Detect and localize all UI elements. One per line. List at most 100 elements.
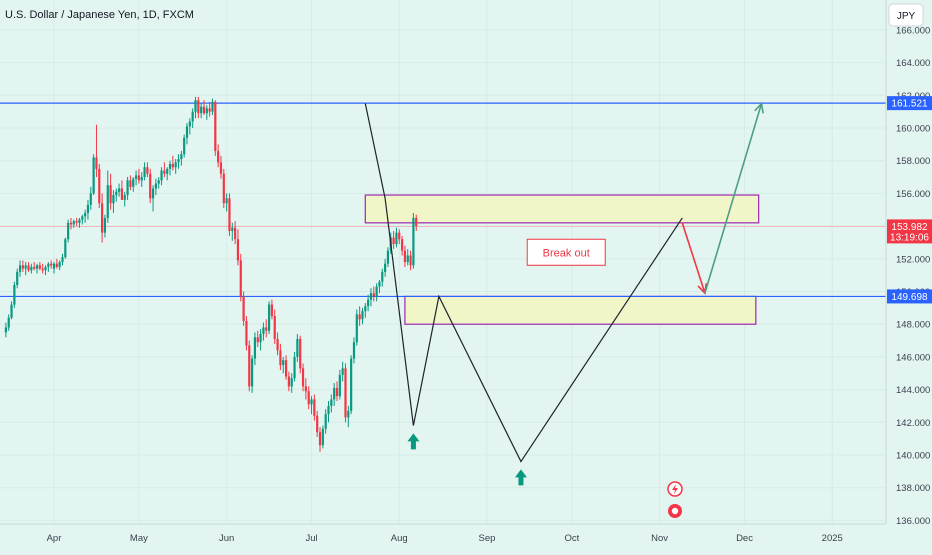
candle-body [123,195,126,200]
price-tag-label: 161.521 [891,99,928,110]
x-tick-label: May [130,533,148,544]
candle-body [191,111,194,122]
candle-body [375,286,378,297]
x-tick-label: Aug [391,533,408,544]
candle-body [7,317,10,328]
candle-body [350,358,353,411]
candle-body [293,356,296,379]
candle-body [208,108,211,112]
candle-body [98,168,101,204]
candle-body [194,100,197,112]
candle-body [137,175,140,181]
candle-body [149,173,152,199]
candle-body [217,150,220,163]
candle-body [177,159,180,163]
candle-body [132,178,135,187]
candle-body [13,284,16,305]
annotation-box [526,238,606,266]
y-tick-label: 156.000 [896,189,930,200]
candle-body [157,180,160,184]
candle-body [279,350,282,366]
price-tag [887,289,932,304]
candle-body [219,162,223,174]
candle-body [347,410,350,418]
currency-button-label: JPY [897,11,916,22]
candle-body [403,250,407,263]
candle-body [21,265,24,269]
projection-arrow-up-head [754,101,764,114]
supply-demand-zone [364,194,760,224]
candle-body [234,227,237,240]
candle-body [251,358,254,387]
candle-body [369,293,373,300]
candle-body [361,311,364,320]
candle-body [214,101,217,151]
candle-body [95,157,98,169]
candle-body [134,175,138,179]
y-tick-label: 148.000 [896,320,930,331]
candle-body [47,263,50,267]
candle-body [409,255,412,266]
candle-body [163,170,166,174]
candle-body [245,320,248,346]
candle-body [392,237,395,245]
candle-body [282,360,285,366]
x-tick-label: 2025 [822,533,843,544]
candle-body [168,163,172,169]
candle-body [352,342,356,359]
x-tick-label: Apr [47,533,62,544]
candle-body [284,360,288,377]
candle-body [109,185,112,204]
candle-body [225,198,228,204]
candle-body [129,180,132,187]
projection-arrow-up [704,103,763,294]
candle-body [183,137,186,155]
candle-body [299,338,302,369]
lightning-glyph-icon [672,484,678,494]
candle-body [344,368,347,418]
price-tag-label: 149.698 [891,292,928,303]
candle-body [78,219,81,223]
candle-body [324,414,327,429]
candle-body [287,376,290,387]
chart-title: U.S. Dollar / Japanese Yen, 1D, FXCM [5,9,194,21]
candle-body [262,327,265,335]
candle-body [151,188,155,199]
candle-body [202,106,206,114]
y-tick-label: 152.000 [896,254,930,265]
y-tick-label: 160.000 [896,124,930,135]
candle-body [72,221,75,225]
supply-demand-zone [404,295,757,325]
candle-body [222,173,225,204]
candle-body [236,239,240,261]
candle-body [270,304,274,317]
candle-body [41,268,44,271]
candle-body [406,255,409,263]
candle-body [55,263,58,267]
candle-body [327,405,330,415]
y-tick-label: 146.000 [896,352,930,363]
candle-body [115,191,118,196]
currency-button[interactable]: JPY [888,3,924,27]
up-arrow-icon [407,433,420,450]
x-tick-label: Jul [305,533,317,544]
candle-body [27,265,30,271]
y-tick-label: 166.000 [896,25,930,36]
candle-body [4,327,7,333]
candle-body [146,167,149,174]
candle-body [341,368,344,375]
price-axis-background [886,0,932,550]
candle-body [384,263,387,272]
candle-body [205,108,208,114]
projection-arrow-down [681,222,706,294]
y-tick-label: 138.000 [896,483,930,494]
candle-body [256,337,259,343]
candle-body [400,239,404,251]
candle-body [197,100,200,114]
x-tick-label: Jun [219,533,234,544]
candle-body [231,227,234,232]
y-tick-label: 140.000 [896,451,930,462]
candle-body [160,170,163,181]
